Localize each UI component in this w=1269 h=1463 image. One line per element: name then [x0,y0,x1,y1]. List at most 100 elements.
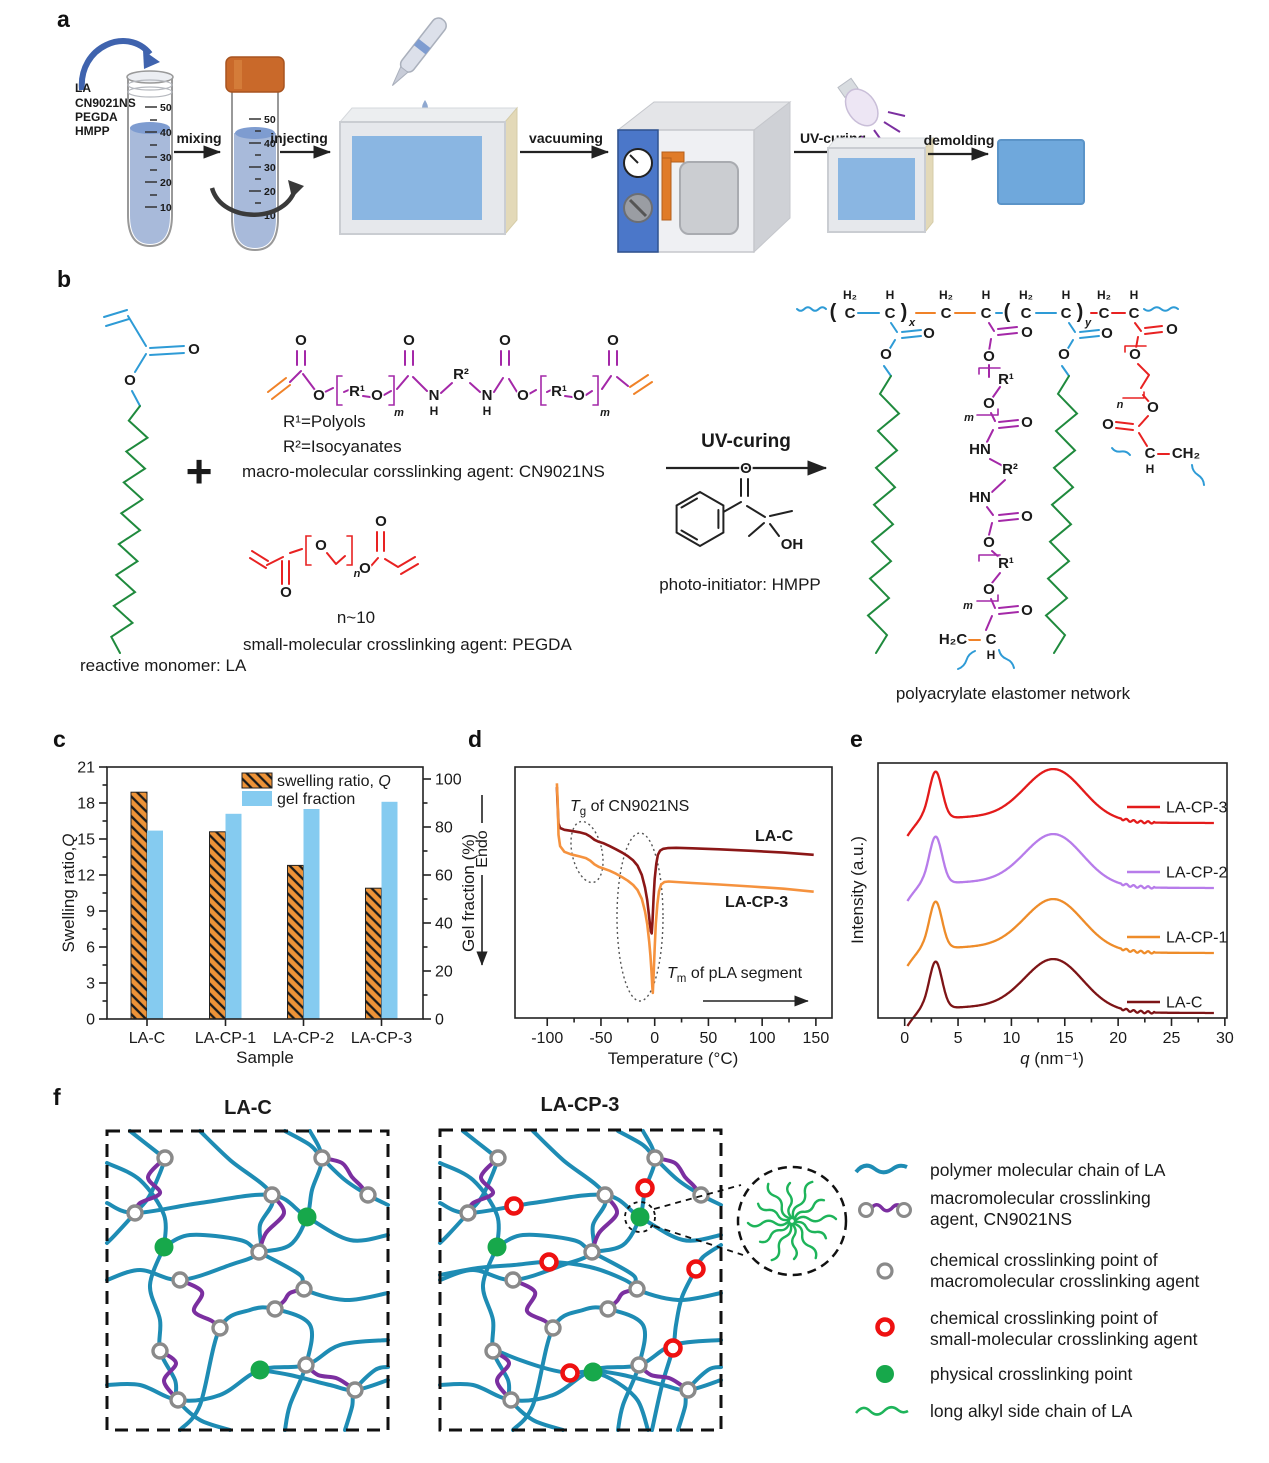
macromolecular-crosslinker [491,1349,513,1402]
zoom-inset-circle [736,1165,848,1277]
scattering-curve-LA-CP-1 [906,897,1215,967]
atom-label: R² [1002,461,1018,478]
svg-text:0: 0 [86,1012,95,1029]
macro-crosslink-node [169,1391,187,1409]
svg-text:20: 20 [1109,1030,1127,1047]
zoom-source-circle [624,1201,656,1233]
atom-label: O [923,325,935,342]
gel-fraction-bar [303,809,320,1019]
sidechain2-squiggle2 [998,649,1015,669]
svg-text:6: 6 [86,940,95,957]
atom-label: m [963,600,973,612]
svg-text:LA-CP-2: LA-CP-2 [1166,865,1227,882]
small-crosslink-node [504,1196,524,1216]
macro-crosslink-node [297,1356,315,1374]
panel-label-d: d [468,726,483,752]
zoom-connector-top [653,1184,742,1210]
svg-text:5: 5 [954,1030,963,1047]
svg-text:21: 21 [77,760,95,777]
svg-text:Temperature (°C): Temperature (°C) [608,1049,739,1068]
alkyl-side-chain-star-icon [746,1180,838,1262]
atom-label: ) [901,301,908,323]
zoom-connector-bottom [653,1225,744,1256]
atom-label: H₂ [843,288,857,302]
legend-text: agent, CN9021NS [930,1209,1072,1229]
atom-label: H [987,648,996,662]
atom-label: R¹ [349,383,365,400]
svg-text:-50: -50 [589,1030,612,1047]
cn-caption: macro-molecular corsslinking agent: CN90… [242,462,605,481]
legend-red-node-icon [875,1317,895,1337]
scattering-curve-LA-C [906,957,1215,1027]
tube-scale-mark: 50 [160,102,172,114]
atom-label: O [880,346,892,363]
svg-text:Endo: Endo [474,830,491,867]
legend-text: long alkyl side chain of LA [930,1401,1133,1421]
tube-scale-mark: 20 [160,177,172,189]
network-caption: polyacrylate elastomer network [896,684,1131,703]
tube-scale-mark: 40 [264,138,276,150]
svg-text:-100: -100 [531,1030,563,1047]
la-bonds [103,309,185,407]
polymer-chain [162,1232,390,1303]
centrifuge-tube-1: 50 40 30 20 10 [126,70,174,248]
svg-text:LA-CP-2: LA-CP-2 [273,1030,334,1047]
macro-crosslink-node [583,1243,601,1261]
legend-text: chemical crosslinking point of [930,1250,1158,1270]
svg-text:25: 25 [1163,1030,1181,1047]
tube-scale-mark: 30 [264,162,276,174]
panel-label-a: a [57,6,70,32]
svg-text:100: 100 [749,1030,776,1047]
oven-handle-icon [661,157,672,221]
macro-crosslink-node [596,1186,614,1204]
vacuum-oven [616,100,792,254]
swelling-ratio-bar [130,791,148,1020]
polymer-chain [258,1368,390,1393]
atom-label: H [430,404,439,418]
svg-text:LA-C: LA-C [755,828,794,845]
atom-label: C [885,305,896,322]
atom-label: O [740,460,752,477]
atom-label: H [483,404,492,418]
atom-label: H [982,288,991,302]
sidechain3-bonds [1061,322,1100,377]
physical-crosslink-node [630,1207,650,1227]
sidechain1-alkyl [866,375,901,654]
atom-label: H₂C [939,631,967,648]
svg-text:15: 15 [77,832,95,849]
polymer-chain [676,1365,723,1432]
svg-text:0: 0 [900,1030,909,1047]
macro-crosslink-node [151,1342,169,1360]
macro-crosslink-node [359,1186,377,1204]
swelling-ratio-bar [287,864,304,1020]
hmpp-caption: photo-initiator: HMPP [659,575,821,594]
tube-scale-mark: 20 [264,186,276,198]
physical-crosslink-node [154,1237,174,1257]
physical-crosslink-node [297,1207,317,1227]
svg-text:0: 0 [435,1012,444,1029]
mold-1 [338,106,519,236]
atom-label: H [1130,288,1139,302]
legend-text: polymer molecular chain of LA [930,1160,1166,1180]
panel-e-scattering-chart: LA-CP-3 LA-CP-2 LA-CP-1 LA-C 0 5 10 15 20 25 30 q (… [848,762,1234,1068]
macro-crosslink-node [459,1204,477,1222]
atom-label: ) [1077,301,1084,323]
svg-text:80: 80 [435,820,453,837]
sidechain1-bonds [883,322,922,377]
svg-text:Tm of pLA segment: Tm of pLA segment [667,965,803,985]
gel-fraction-bar [147,830,163,1019]
pegda-brackets [305,535,353,566]
atom-label: CH₂ [1172,445,1200,462]
macro-crosslink-node [692,1186,710,1204]
cn-brackets [336,375,599,406]
macro-crosslink-node [346,1381,364,1399]
la-alkyl-chain [109,405,150,654]
atom-label: N [482,387,493,404]
cn-vinyl-bonds [267,374,653,400]
gel-fraction-bar [225,813,242,1019]
polymer-chain [650,1243,723,1432]
svg-text:9: 9 [86,904,95,921]
atom-label: O [1166,321,1178,338]
legend-gray-node-icon [876,1262,894,1280]
atom-label: O [1102,416,1114,433]
